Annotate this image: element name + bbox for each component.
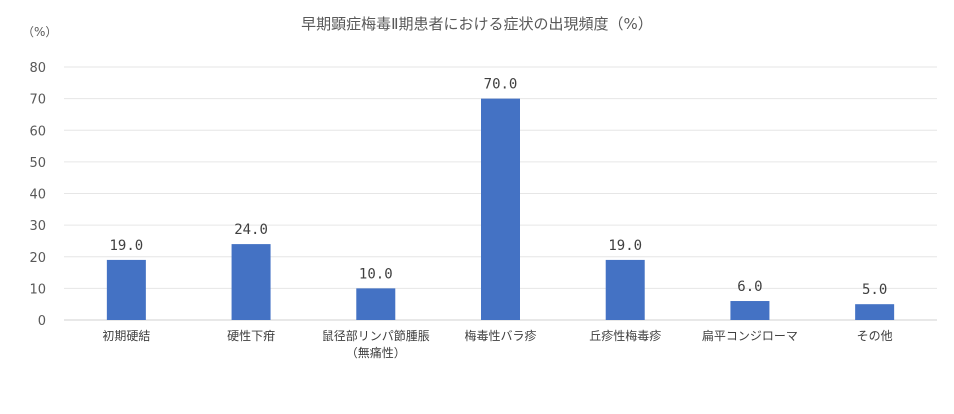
x-tick-label: 硬性下疳 (227, 328, 275, 343)
y-axis-tick-labels: 0 10 20 30 40 50 60 70 80 (29, 61, 46, 329)
x-tick-label: 鼠径部リンパ節腫脹 (322, 328, 430, 343)
x-tick-label: 初期硬結 (102, 329, 150, 343)
y-tick-label: 50 (29, 156, 46, 171)
data-label: 6.0 (737, 279, 762, 295)
data-label: 24.0 (234, 222, 268, 238)
bar (481, 98, 520, 320)
y-tick-label: 40 (29, 188, 46, 203)
data-label: 10.0 (359, 266, 393, 282)
bar (605, 259, 645, 320)
y-tick-label: 0 (38, 314, 46, 329)
y-tick-label: 60 (29, 124, 46, 139)
y-tick-label: 80 (29, 61, 46, 76)
x-tick-label: 扁平コンジローマ (702, 329, 798, 343)
y-tick-label: 10 (29, 282, 46, 297)
data-labels: 19.0 24.0 10.0 70.0 19.0 6.0 5.0 (109, 77, 887, 299)
data-label: 70.0 (484, 77, 518, 93)
y-axis-unit-label: （%） (22, 25, 57, 39)
bar (855, 304, 895, 320)
bar (730, 301, 770, 320)
x-tick-label: （無痛性） (346, 345, 406, 360)
bar (356, 288, 396, 320)
chart-title: 早期顕症梅毒Ⅱ期患者における症状の出現頻度（%） (301, 15, 653, 33)
x-tick-label: その他 (857, 329, 893, 343)
bar (106, 259, 146, 320)
data-label: 19.0 (608, 238, 642, 254)
y-tick-label: 70 (29, 93, 46, 108)
x-tick-label: 梅毒性バラ疹 (464, 328, 536, 343)
x-tick-label: 丘疹性梅毒疹 (589, 328, 661, 343)
data-label: 19.0 (109, 238, 143, 254)
y-tick-label: 30 (29, 219, 46, 234)
x-axis-category-labels: 初期硬結 硬性下疳 鼠径部リンパ節腫脹 （無痛性） 梅毒性バラ疹 丘疹性梅毒疹 扁平コンジロ… (102, 328, 892, 360)
data-label: 5.0 (862, 282, 887, 298)
bars (106, 98, 895, 320)
y-tick-label: 20 (29, 251, 46, 266)
bar (231, 244, 271, 320)
